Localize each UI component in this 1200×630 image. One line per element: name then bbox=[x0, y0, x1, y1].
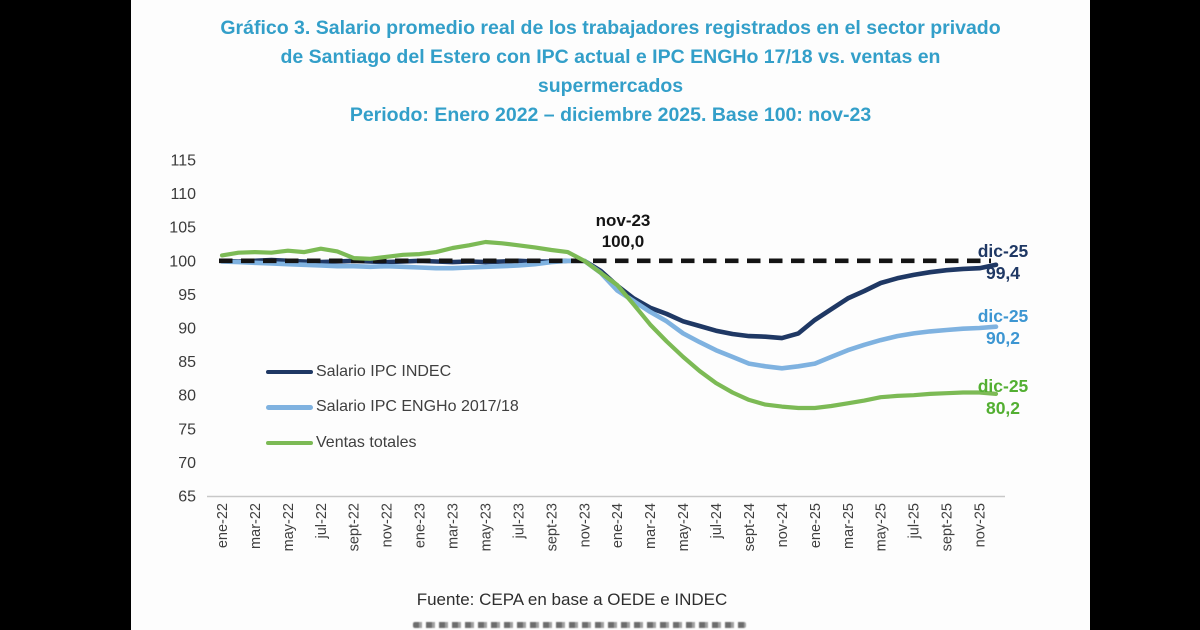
end-label-date: dic-25 bbox=[977, 241, 1029, 261]
line-chart: 115 110 105 100 95 90 85 80 75 70 65 ene-22 mar-22 ma… bbox=[169, 153, 1005, 551]
legend-label: Salario IPC ENGHo 2017/18 bbox=[316, 398, 519, 416]
chart-panel: Gráfico 3. Salario promedio real de los … bbox=[131, 0, 1090, 630]
end-label-ventas: dic-25 80,2 bbox=[963, 376, 1043, 419]
title-line-2: de Santiago del Estero con IPC actual e … bbox=[280, 46, 941, 68]
legend-label: Salario IPC INDEC bbox=[316, 362, 452, 380]
svg-text:nov-25: nov-25 bbox=[973, 503, 989, 547]
end-label-value: 99,4 bbox=[985, 262, 1021, 283]
svg-text:may-24: may-24 bbox=[676, 503, 692, 551]
svg-text:may-22: may-22 bbox=[281, 503, 297, 551]
end-label-value: 90,2 bbox=[985, 327, 1021, 348]
svg-text:ene-22: ene-22 bbox=[215, 503, 231, 548]
source-note: Fuente: CEPA en base a OEDE e INDEC bbox=[416, 590, 728, 609]
svg-text:85: 85 bbox=[178, 354, 196, 371]
svg-text:nov-22: nov-22 bbox=[380, 503, 396, 547]
svg-text:110: 110 bbox=[170, 186, 196, 203]
svg-text:sept-22: sept-22 bbox=[347, 503, 363, 551]
svg-text:may-23: may-23 bbox=[478, 503, 494, 551]
green-line-swatch-icon bbox=[266, 440, 313, 445]
svg-text:mar-22: mar-22 bbox=[248, 503, 264, 549]
svg-text:jul-25: jul-25 bbox=[907, 503, 923, 539]
legend-item-ipc-engho: Salario IPC ENGHo 2017/18 bbox=[266, 390, 519, 426]
svg-text:105: 105 bbox=[169, 220, 196, 237]
svg-text:mar-23: mar-23 bbox=[446, 503, 462, 549]
svg-text:may-25: may-25 bbox=[874, 503, 890, 551]
title-line-3: supermercados bbox=[537, 75, 684, 97]
title-period-line: Periodo: Enero 2022 – diciembre 2025. Ba… bbox=[349, 104, 872, 126]
navy-line-swatch-icon bbox=[266, 369, 313, 374]
legend-item-ipc-indec: Salario IPC INDEC bbox=[266, 354, 519, 390]
chart-title: Gráfico 3. Salario promedio real de los … bbox=[131, 14, 1090, 130]
svg-text:mar-24: mar-24 bbox=[643, 503, 659, 549]
svg-text:95: 95 bbox=[178, 287, 196, 304]
svg-text:ene-25: ene-25 bbox=[808, 503, 824, 548]
svg-text:90: 90 bbox=[178, 321, 196, 338]
svg-text:mar-25: mar-25 bbox=[841, 503, 857, 549]
svg-text:100: 100 bbox=[169, 253, 196, 270]
svg-text:ene-24: ene-24 bbox=[610, 503, 626, 548]
svg-text:115: 115 bbox=[170, 153, 196, 170]
legend: Salario IPC INDEC Salario IPC ENGHo 2017… bbox=[266, 354, 519, 461]
svg-text:65: 65 bbox=[178, 489, 196, 506]
svg-text:jul-24: jul-24 bbox=[709, 503, 725, 539]
svg-text:70: 70 bbox=[178, 455, 196, 472]
svg-text:jul-22: jul-22 bbox=[314, 503, 330, 539]
base-period-annotation: nov-23 100,0 bbox=[563, 210, 683, 252]
legend-label: Ventas totales bbox=[316, 433, 417, 451]
end-label-date: dic-25 bbox=[977, 306, 1029, 326]
svg-text:sept-23: sept-23 bbox=[544, 503, 560, 551]
title-line-1: Gráfico 3. Salario promedio real de los … bbox=[220, 17, 1001, 39]
svg-text:sept-25: sept-25 bbox=[940, 503, 956, 551]
truncated-text-line bbox=[413, 622, 746, 628]
lightblue-line-swatch-icon bbox=[266, 405, 313, 410]
end-label-ipc-engho: dic-25 90,2 bbox=[963, 306, 1043, 349]
end-label-date: dic-25 bbox=[977, 376, 1029, 396]
base-period-date: nov-23 bbox=[595, 211, 651, 230]
svg-text:80: 80 bbox=[178, 388, 196, 405]
end-label-ipc-indec: dic-25 99,4 bbox=[963, 241, 1043, 284]
svg-text:jul-23: jul-23 bbox=[511, 503, 527, 539]
svg-text:75: 75 bbox=[178, 421, 196, 438]
svg-text:nov-24: nov-24 bbox=[775, 503, 791, 547]
svg-text:sept-24: sept-24 bbox=[742, 503, 758, 551]
base-period-value: 100,0 bbox=[601, 232, 645, 251]
svg-text:nov-23: nov-23 bbox=[577, 503, 593, 547]
svg-text:ene-23: ene-23 bbox=[413, 503, 429, 548]
end-label-value: 80,2 bbox=[985, 397, 1021, 418]
legend-item-ventas: Ventas totales bbox=[266, 425, 519, 461]
